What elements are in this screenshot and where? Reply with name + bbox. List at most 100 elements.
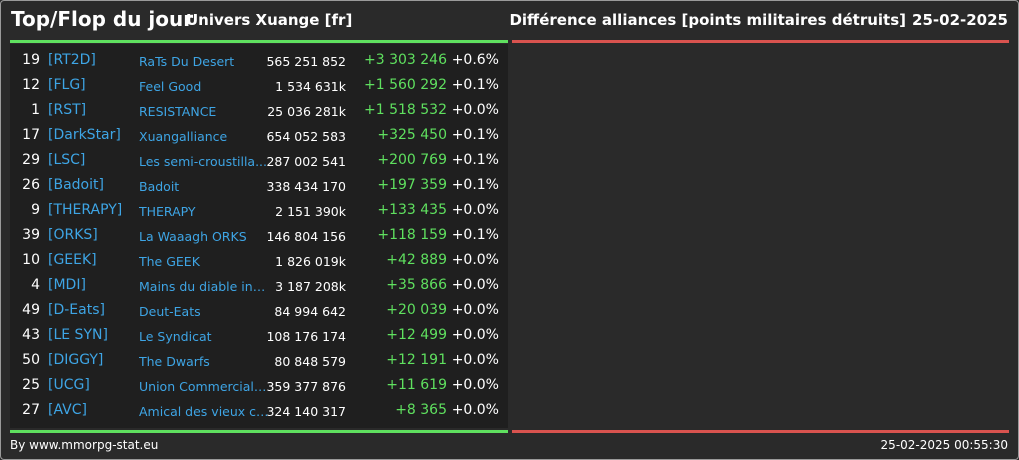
- rank-cell: 50: [22, 352, 40, 368]
- universe-label: Univers Xuange [fr]: [186, 11, 353, 29]
- rank-cell: 1: [31, 102, 40, 118]
- table-row: 27 [AVC] Amical des vieux con 324 140 317 +8…: [10, 397, 508, 422]
- percent-cell: +0.1%: [451, 152, 499, 168]
- points-cell: 654 052 583: [266, 129, 346, 144]
- percent-cell: +0.0%: [451, 352, 499, 368]
- percent-cell: +0.0%: [451, 277, 499, 293]
- alliance-tag-link[interactable]: [LSC]: [48, 152, 86, 168]
- delta-cell: +197 359: [377, 177, 447, 193]
- delta-cell: +118 159: [377, 227, 447, 243]
- rank-cell: 26: [22, 177, 40, 193]
- top-divider-red: [512, 40, 1009, 43]
- points-cell: 1 826 019k: [275, 254, 346, 269]
- bottom-divider-red: [512, 430, 1009, 433]
- header: Top/Flop du jour Univers Xuange [fr] Dif…: [0, 0, 1019, 40]
- table-row: 43 [LE SYN] Le Syndicat 108 176 174 +12 499 +…: [10, 322, 508, 347]
- top-losers-panel: [512, 44, 1009, 428]
- delta-cell: +12 499: [386, 327, 447, 343]
- alliance-name-link[interactable]: Xuangalliance: [139, 129, 228, 144]
- alliance-name-link[interactable]: RaTs Du Desert: [139, 54, 235, 69]
- alliance-name-link[interactable]: Feel Good: [139, 79, 202, 94]
- points-cell: 108 176 174: [266, 329, 346, 344]
- delta-cell: +3 303 246: [364, 52, 447, 68]
- source-link[interactable]: By www.mmorpg-stat.eu: [10, 438, 159, 452]
- table-row: 26 [Badoit] Badoit 338 434 170 +197 359 +0.1%: [10, 172, 508, 197]
- alliance-tag-link[interactable]: [MDI]: [48, 277, 86, 293]
- rank-cell: 4: [31, 277, 40, 293]
- alliance-name-link[interactable]: The GEEK: [139, 254, 200, 269]
- points-cell: 2 151 390k: [275, 204, 346, 219]
- alliance-tag-link[interactable]: [AVC]: [48, 402, 87, 418]
- rank-cell: 9: [31, 202, 40, 218]
- alliance-name-link[interactable]: Mains du diable inco...: [139, 279, 269, 294]
- delta-cell: +8 365: [395, 402, 447, 418]
- top-divider-green: [10, 40, 508, 43]
- alliance-name-link[interactable]: Deut-Eats: [139, 304, 201, 319]
- points-cell: 84 994 642: [274, 304, 346, 319]
- points-cell: 324 140 317: [266, 404, 346, 419]
- alliance-tag-link[interactable]: [GEEK]: [48, 252, 97, 268]
- percent-cell: +0.0%: [451, 327, 499, 343]
- table-row: 10 [GEEK] The GEEK 1 826 019k +42 889 +0.0%: [10, 247, 508, 272]
- points-cell: 3 187 208k: [275, 279, 346, 294]
- percent-cell: +0.1%: [451, 77, 499, 93]
- table-row: 50 [DIGGY] The Dwarfs 80 848 579 +12 191 +0.0…: [10, 347, 508, 372]
- alliance-name-link[interactable]: THERAPY: [139, 204, 196, 219]
- delta-cell: +35 866: [386, 277, 447, 293]
- alliance-tag-link[interactable]: [FLG]: [48, 77, 86, 93]
- alliance-tag-link[interactable]: [DIGGY]: [48, 352, 104, 368]
- points-cell: 338 434 170: [266, 179, 346, 194]
- alliance-tag-link[interactable]: [UCG]: [48, 377, 90, 393]
- delta-cell: +20 039: [386, 302, 447, 318]
- alliance-name-link[interactable]: Amical des vieux con: [139, 404, 269, 419]
- points-cell: 1 534 631k: [275, 79, 346, 94]
- delta-cell: +11 619: [386, 377, 447, 393]
- points-cell: 287 002 541: [266, 154, 346, 169]
- percent-cell: +0.1%: [451, 127, 499, 143]
- alliance-name-link[interactable]: Le Syndicat: [139, 329, 212, 344]
- delta-cell: +12 191: [386, 352, 447, 368]
- table-row: 17 [DarkStar] Xuangalliance 654 052 583 +325…: [10, 122, 508, 147]
- alliance-tag-link[interactable]: [DarkStar]: [48, 127, 121, 143]
- percent-cell: +0.0%: [451, 102, 499, 118]
- points-cell: 146 804 156: [266, 229, 346, 244]
- table-row: 29 [LSC] Les semi-croustilla... 287 002 541…: [10, 147, 508, 172]
- delta-cell: +1 518 532: [364, 102, 447, 118]
- delta-cell: +200 769: [377, 152, 447, 168]
- percent-cell: +0.0%: [451, 302, 499, 318]
- alliance-tag-link[interactable]: [RST]: [48, 102, 87, 118]
- points-cell: 359 377 876: [266, 379, 346, 394]
- rank-cell: 27: [22, 402, 40, 418]
- table-row: 1 [RST] RESISTANCE 25 036 281k +1 518 532 +0.…: [10, 97, 508, 122]
- rank-cell: 17: [22, 127, 40, 143]
- delta-cell: +325 450: [377, 127, 447, 143]
- table-row: 12 [FLG] Feel Good 1 534 631k +1 560 292 +0.1…: [10, 72, 508, 97]
- alliance-name-link[interactable]: Les semi-croustilla...: [139, 154, 268, 169]
- percent-cell: +0.0%: [451, 402, 499, 418]
- points-cell: 25 036 281k: [267, 104, 346, 119]
- percent-cell: +0.0%: [451, 377, 499, 393]
- alliance-name-link[interactable]: Badoit: [139, 179, 180, 194]
- alliance-tag-link[interactable]: [ORKS]: [48, 227, 98, 243]
- table-row: 39 [ORKS] La Waaagh ORKS 146 804 156 +118 15…: [10, 222, 508, 247]
- rank-cell: 39: [22, 227, 40, 243]
- points-cell: 80 848 579: [274, 354, 346, 369]
- alliance-tag-link[interactable]: [LE SYN]: [48, 327, 108, 343]
- alliance-name-link[interactable]: Union Commerciale...: [139, 379, 269, 394]
- alliance-tag-link[interactable]: [Badoit]: [48, 177, 104, 193]
- rank-cell: 49: [22, 302, 40, 318]
- generated-timestamp: 25-02-2025 00:55:30: [880, 438, 1008, 452]
- alliance-tag-link[interactable]: [THERAPY]: [48, 202, 123, 218]
- alliance-name-link[interactable]: RESISTANCE: [139, 104, 217, 119]
- delta-cell: +1 560 292: [364, 77, 447, 93]
- alliance-name-link[interactable]: La Waaagh ORKS: [139, 229, 247, 244]
- top-gainers-panel: 19 [RT2D] RaTs Du Desert 565 251 852 +3 303 …: [10, 44, 508, 428]
- alliance-name-link[interactable]: The Dwarfs: [139, 354, 210, 369]
- table-row: 19 [RT2D] RaTs Du Desert 565 251 852 +3 303 …: [10, 47, 508, 72]
- table-row: 4 [MDI] Mains du diable inco... 3 187 208k +…: [10, 272, 508, 297]
- percent-cell: +0.0%: [451, 202, 499, 218]
- alliance-tag-link[interactable]: [RT2D]: [48, 52, 96, 68]
- alliance-tag-link[interactable]: [D-Eats]: [48, 302, 105, 318]
- percent-cell: +0.1%: [451, 177, 499, 193]
- rank-cell: 12: [22, 77, 40, 93]
